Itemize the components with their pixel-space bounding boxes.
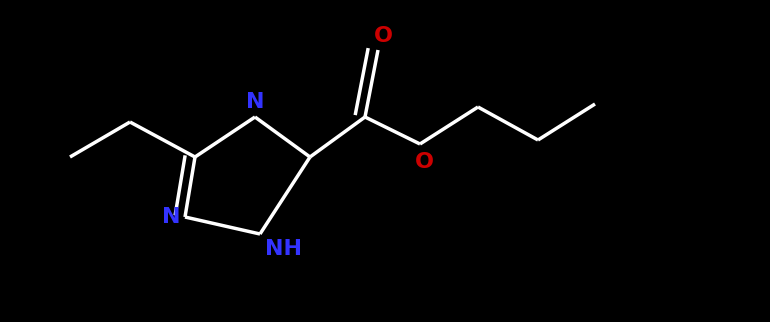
Text: O: O — [373, 26, 393, 46]
Text: N: N — [246, 92, 264, 112]
Text: NH: NH — [265, 239, 302, 259]
Text: O: O — [414, 152, 434, 172]
Text: N: N — [162, 207, 180, 227]
